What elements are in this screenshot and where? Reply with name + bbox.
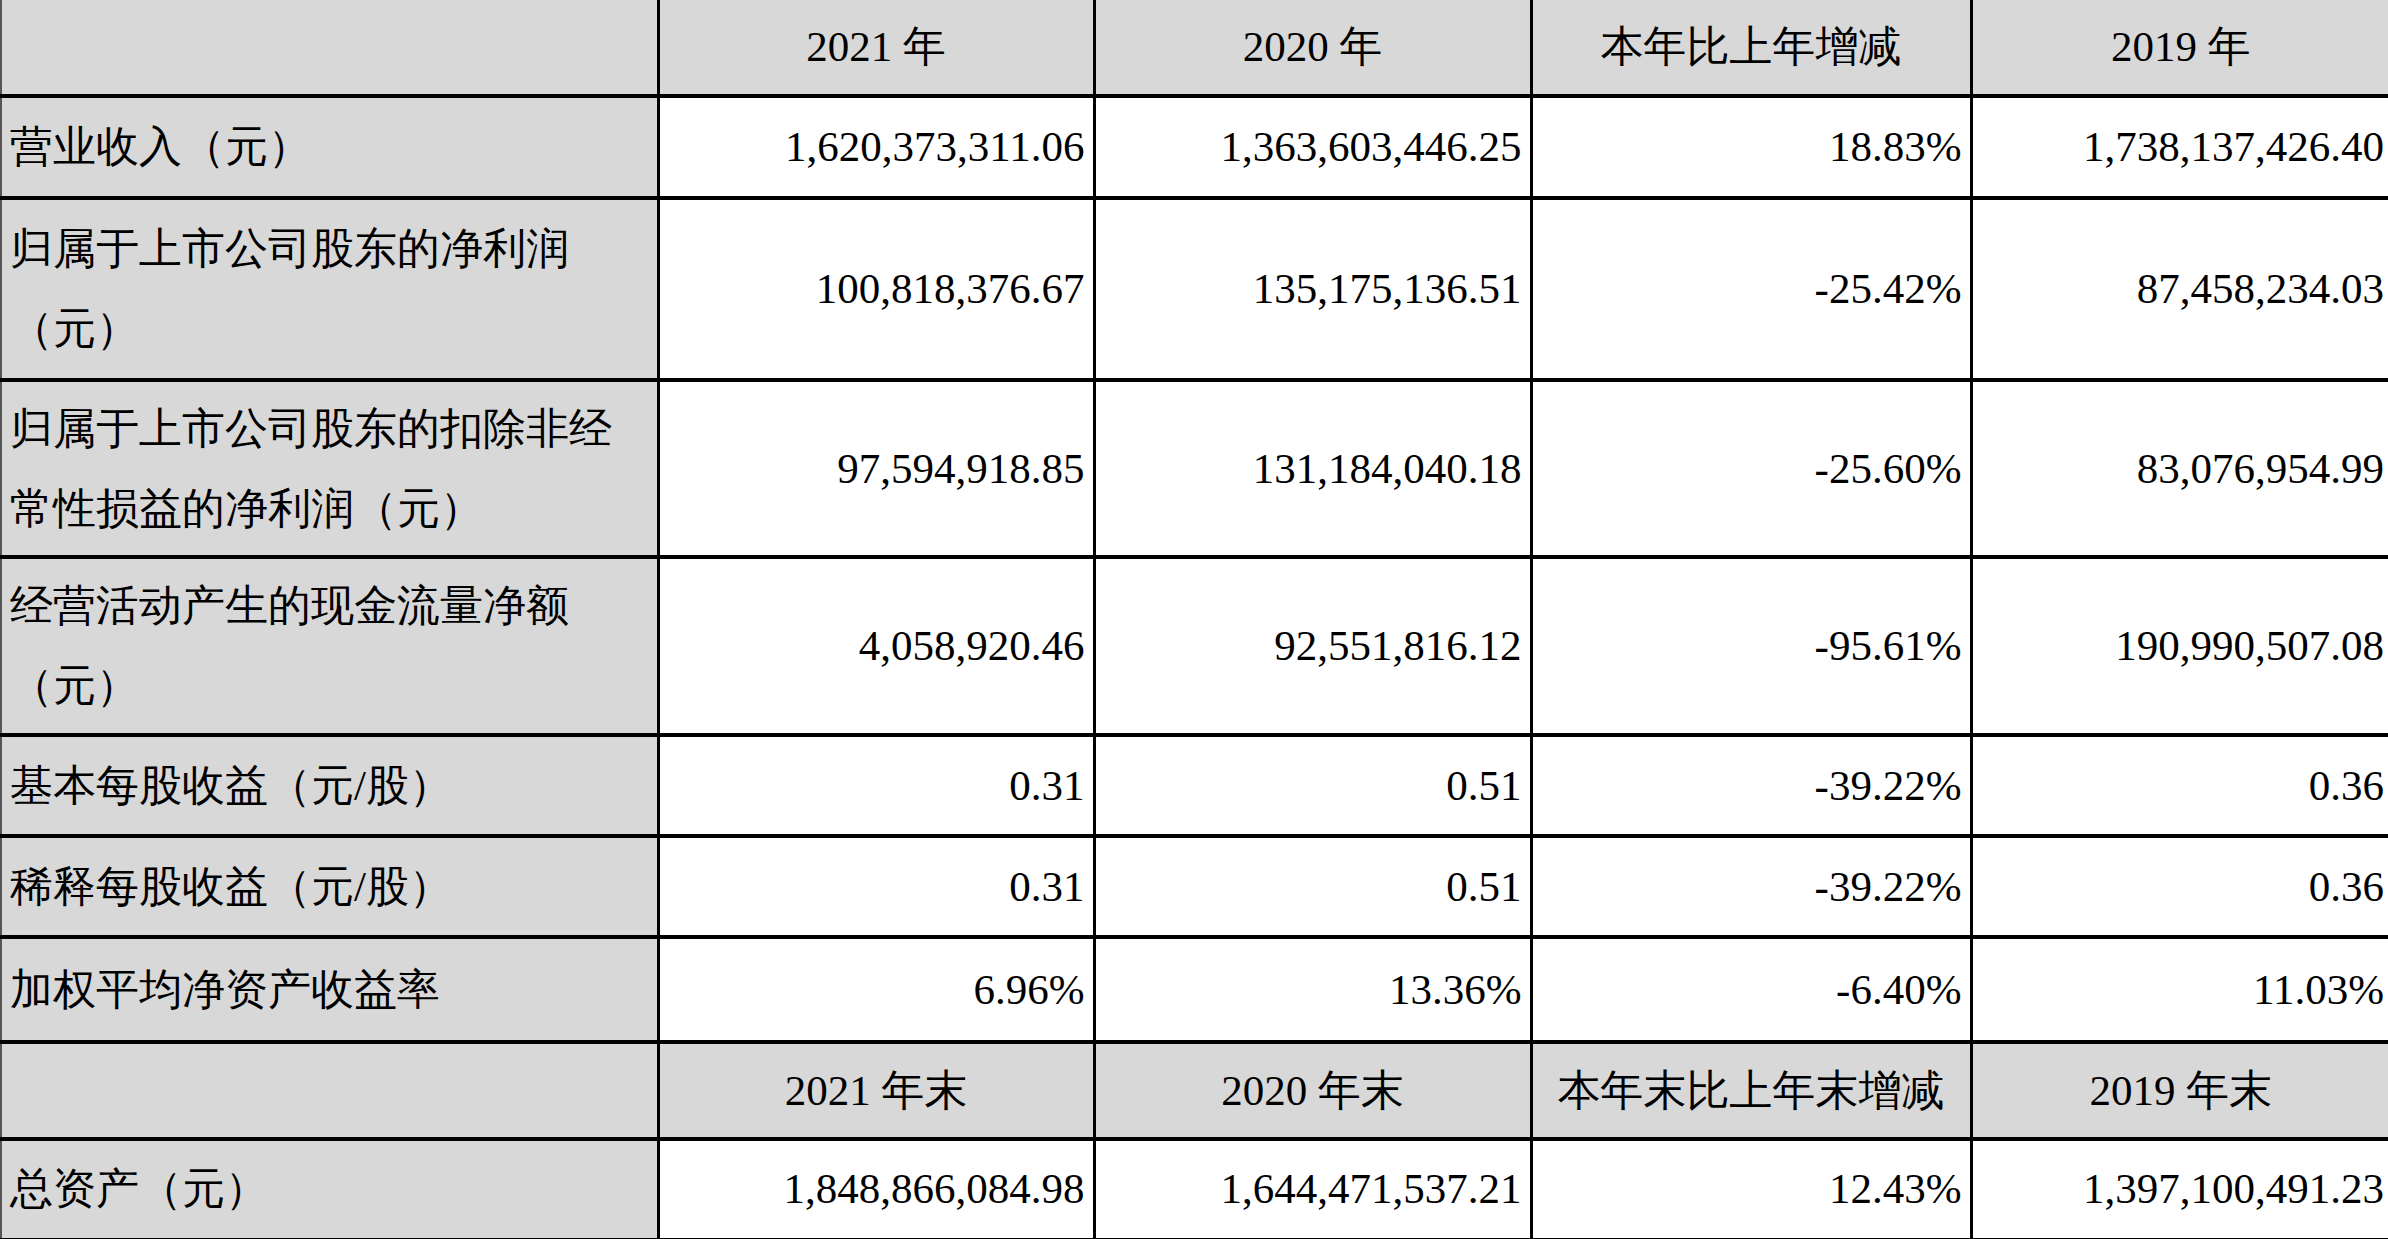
header-row-annual: 2021 年 2020 年 本年比上年增减 2019 年 <box>1 0 2388 96</box>
row-basic-eps: 基本每股收益（元/股） 0.31 0.51 -39.22% 0.36 <box>1 735 2388 836</box>
cell-total-assets-change: 12.43% <box>1531 1139 1971 1239</box>
cell-roe-2021: 6.96% <box>658 937 1094 1042</box>
header-year-2019: 2019 年 <box>1971 0 2388 96</box>
cell-net-profit-change: -25.42% <box>1531 198 1971 380</box>
row-label-diluted-eps: 稀释每股收益（元/股） <box>1 836 658 937</box>
header2-blank-cell <box>1 1042 658 1139</box>
cell-diluted-eps-2021: 0.31 <box>658 836 1094 937</box>
cell-roe-change: -6.40% <box>1531 937 1971 1042</box>
cell-cash-flow-2020: 92,551,816.12 <box>1094 557 1531 735</box>
cell-basic-eps-2020: 0.51 <box>1094 735 1531 836</box>
cell-net-profit-2019: 87,458,234.03 <box>1971 198 2388 380</box>
row-operating-cash-flow: 经营活动产生的现金流量净额 （元） 4,058,920.46 92,551,81… <box>1 557 2388 735</box>
cell-net-profit-excl-2020: 131,184,040.18 <box>1094 380 1531 557</box>
row-total-assets: 总资产（元） 1,848,866,084.98 1,644,471,537.21… <box>1 1139 2388 1239</box>
cell-diluted-eps-2020: 0.51 <box>1094 836 1531 937</box>
cell-net-profit-excl-2021: 97,594,918.85 <box>658 380 1094 557</box>
cell-operating-revenue-2021: 1,620,373,311.06 <box>658 96 1094 198</box>
row-label-net-profit: 归属于上市公司股东的净利润 （元） <box>1 198 658 380</box>
cell-net-profit-excl-change: -25.60% <box>1531 380 1971 557</box>
cell-net-profit-2020: 135,175,136.51 <box>1094 198 1531 380</box>
cell-basic-eps-2019: 0.36 <box>1971 735 2388 836</box>
header-year-2020: 2020 年 <box>1094 0 1531 96</box>
row-diluted-eps: 稀释每股收益（元/股） 0.31 0.51 -39.22% 0.36 <box>1 836 2388 937</box>
cell-basic-eps-2021: 0.31 <box>658 735 1094 836</box>
cell-net-profit-2021: 100,818,376.67 <box>658 198 1094 380</box>
row-label-total-assets: 总资产（元） <box>1 1139 658 1239</box>
row-net-profit: 归属于上市公司股东的净利润 （元） 100,818,376.67 135,175… <box>1 198 2388 380</box>
row-label-net-profit-excl-nonrecurring: 归属于上市公司股东的扣除非经 常性损益的净利润（元） <box>1 380 658 557</box>
header-year-end-2021: 2021 年末 <box>658 1042 1094 1139</box>
cell-diluted-eps-2019: 0.36 <box>1971 836 2388 937</box>
cell-cash-flow-2021: 4,058,920.46 <box>658 557 1094 735</box>
cell-total-assets-2020: 1,644,471,537.21 <box>1094 1139 1531 1239</box>
cell-cash-flow-change: -95.61% <box>1531 557 1971 735</box>
row-label-basic-eps: 基本每股收益（元/股） <box>1 735 658 836</box>
cell-basic-eps-change: -39.22% <box>1531 735 1971 836</box>
cell-net-profit-excl-2019: 83,076,954.99 <box>1971 380 2388 557</box>
row-operating-revenue: 营业收入（元） 1,620,373,311.06 1,363,603,446.2… <box>1 96 2388 198</box>
cell-total-assets-2019: 1,397,100,491.23 <box>1971 1139 2388 1239</box>
header-year-end-change: 本年末比上年末增减 <box>1531 1042 1971 1139</box>
cell-diluted-eps-change: -39.22% <box>1531 836 1971 937</box>
cell-operating-revenue-change: 18.83% <box>1531 96 1971 198</box>
row-weighted-avg-roe: 加权平均净资产收益率 6.96% 13.36% -6.40% 11.03% <box>1 937 2388 1042</box>
header-yoy-change: 本年比上年增减 <box>1531 0 1971 96</box>
cell-cash-flow-2019: 190,990,507.08 <box>1971 557 2388 735</box>
key-financials-table: 2021 年 2020 年 本年比上年增减 2019 年 营业收入（元） 1,6… <box>0 0 2388 1239</box>
row-net-profit-excl-nonrecurring: 归属于上市公司股东的扣除非经 常性损益的净利润（元） 97,594,918.85… <box>1 380 2388 557</box>
cell-roe-2020: 13.36% <box>1094 937 1531 1042</box>
header-row-year-end: 2021 年末 2020 年末 本年末比上年末增减 2019 年末 <box>1 1042 2388 1139</box>
header-year-2021: 2021 年 <box>658 0 1094 96</box>
cell-total-assets-2021: 1,848,866,084.98 <box>658 1139 1094 1239</box>
header-year-end-2019: 2019 年末 <box>1971 1042 2388 1139</box>
header-blank-cell <box>1 0 658 96</box>
header-year-end-2020: 2020 年末 <box>1094 1042 1531 1139</box>
row-label-operating-cash-flow: 经营活动产生的现金流量净额 （元） <box>1 557 658 735</box>
cell-roe-2019: 11.03% <box>1971 937 2388 1042</box>
row-label-operating-revenue: 营业收入（元） <box>1 96 658 198</box>
row-label-weighted-avg-roe: 加权平均净资产收益率 <box>1 937 658 1042</box>
cell-operating-revenue-2019: 1,738,137,426.40 <box>1971 96 2388 198</box>
cell-operating-revenue-2020: 1,363,603,446.25 <box>1094 96 1531 198</box>
